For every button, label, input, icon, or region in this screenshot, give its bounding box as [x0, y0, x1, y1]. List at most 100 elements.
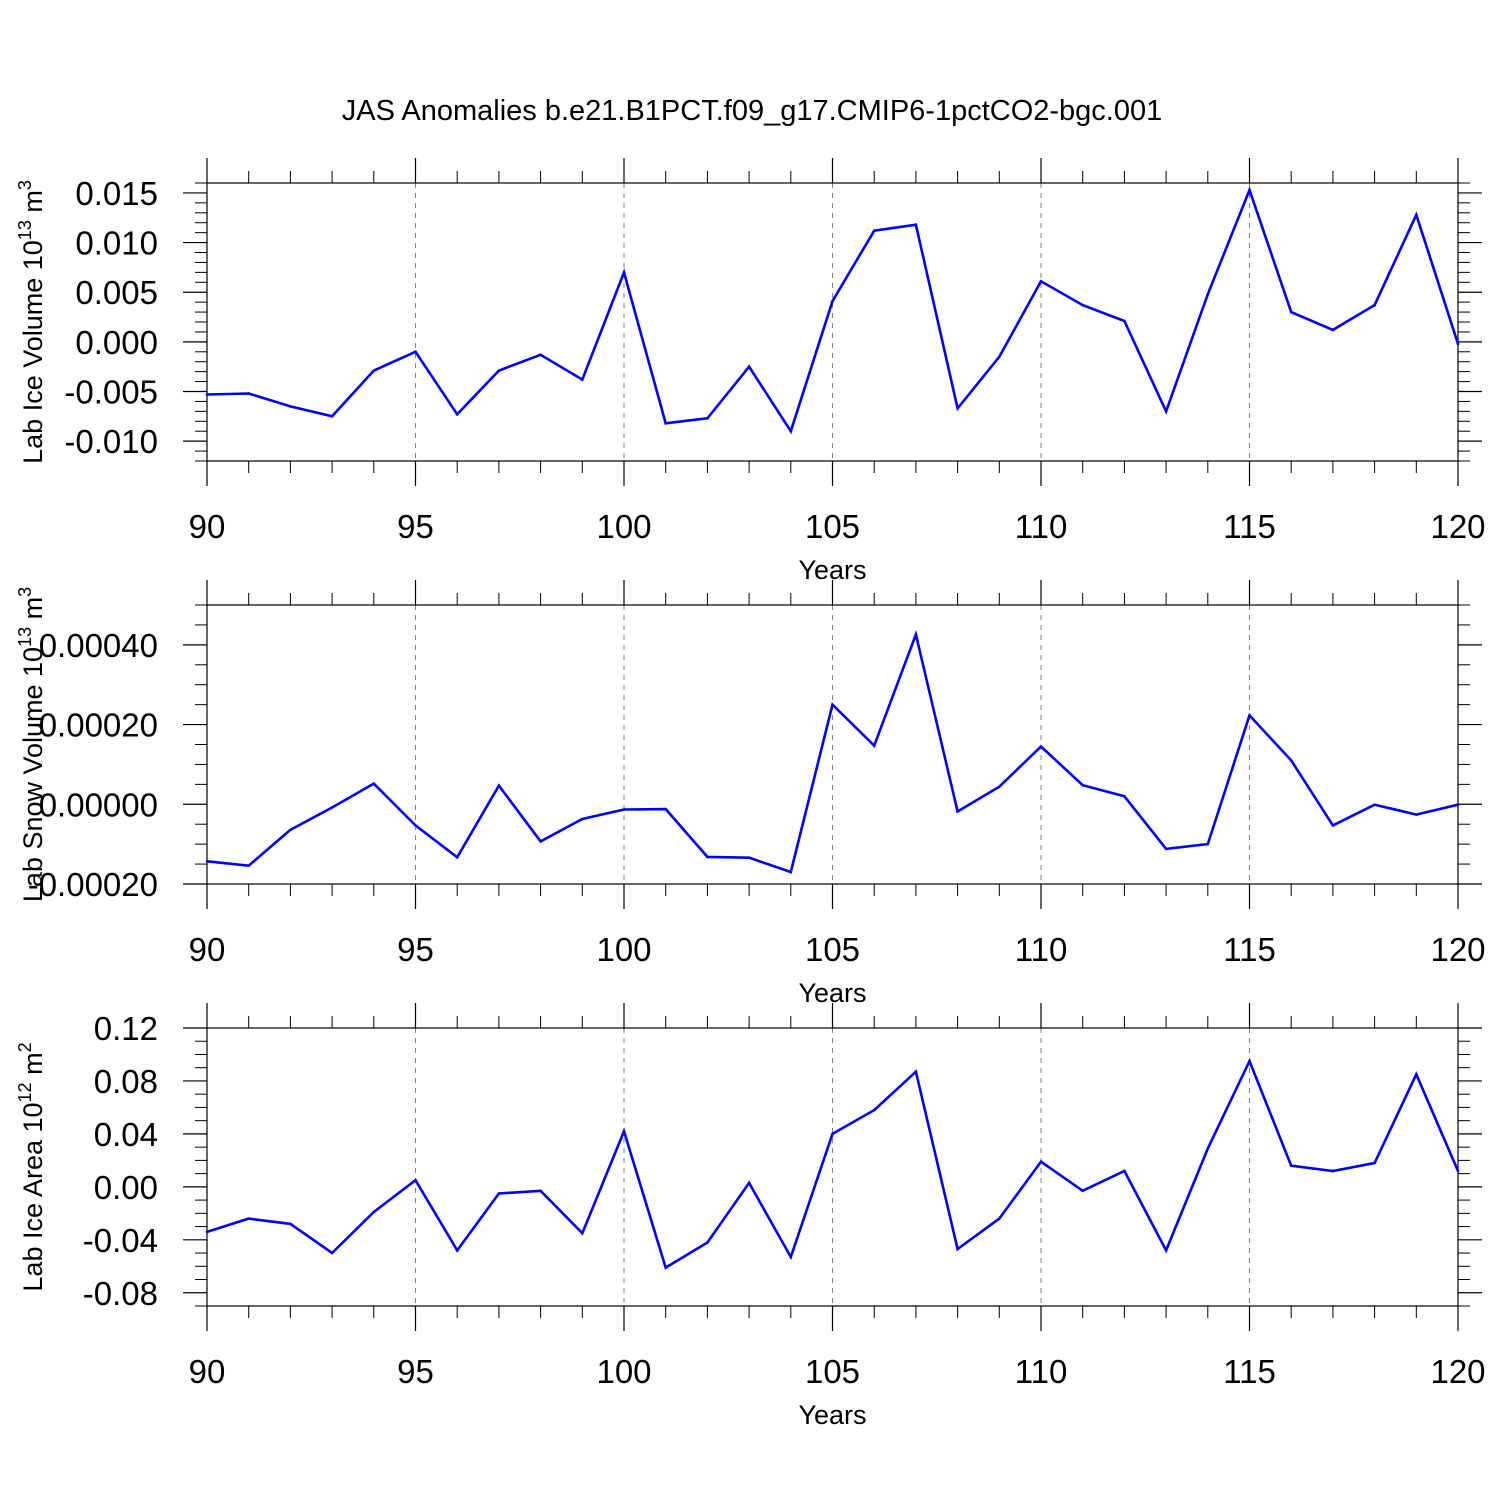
data-point: [706, 417, 709, 420]
data-point: [1373, 303, 1376, 307]
y-axis-label-superscript: 3: [15, 587, 35, 597]
data-point: [372, 782, 376, 785]
x-tick-label: 110: [1015, 508, 1068, 545]
x-tick-label: 95: [397, 508, 434, 545]
y-tick-label: 0.010: [75, 225, 158, 262]
data-point: [747, 856, 751, 859]
y-tick-label: 0.00020: [39, 707, 158, 744]
data-point: [831, 299, 834, 303]
data-point: [747, 1181, 751, 1185]
y-tick-label: 0.00000: [39, 786, 158, 823]
y-axis-label-text: Lab Ice Area 10: [18, 1102, 48, 1291]
x-tick-label: 110: [1015, 931, 1068, 968]
panels: 90 95 100 105 110 115 120 -0.010 -0.005 0.000 0.00…: [15, 158, 1486, 1430]
data-point: [1248, 714, 1251, 717]
data-point: [1415, 213, 1418, 217]
data-point: [664, 421, 667, 425]
data-point: [789, 870, 793, 874]
y-tick-label: 0.00040: [39, 627, 158, 664]
y-tick-label: -0.005: [64, 374, 158, 411]
data-point: [1331, 824, 1335, 827]
y-tick-label: 0.08: [94, 1063, 158, 1100]
data-point: [414, 824, 417, 827]
y-tick-label: 0.04: [94, 1116, 158, 1153]
x-tick-label: 90: [189, 931, 226, 968]
data-point: [1123, 319, 1126, 323]
data-point: [956, 1247, 959, 1251]
data-point: [1039, 745, 1043, 748]
data-point: [289, 405, 292, 408]
data-point: [1081, 303, 1084, 307]
y-axis-label: Lab Ice Area 1012 m2: [15, 1042, 48, 1291]
y-axis-label-text: m: [18, 597, 48, 627]
data-point: [1123, 1169, 1126, 1173]
data-point: [330, 1251, 334, 1255]
data-point: [914, 1070, 918, 1073]
data-point: [747, 365, 751, 368]
panel-1: 90 95 100 105 110 115 120 -0.010 -0.005 0.000 0.00…: [15, 158, 1486, 585]
data-point: [1206, 842, 1210, 846]
data-point: [664, 1266, 667, 1269]
data-point: [872, 229, 876, 232]
data-point: [789, 1255, 793, 1259]
y-axis-label-superscript: 13: [15, 220, 35, 240]
data-point: [372, 1210, 376, 1214]
panel-2: 90 95 100 105 110 115 120 -0.00020 0.00000 0.0002…: [15, 580, 1486, 1008]
x-tick-label: 120: [1430, 931, 1485, 968]
data-point: [664, 807, 667, 811]
data-point: [872, 1108, 876, 1112]
data-point: [414, 350, 417, 354]
x-axis-label: Years: [798, 1400, 866, 1430]
y-tick-label: -0.04: [83, 1222, 158, 1259]
data-point: [330, 415, 334, 418]
data-point: [581, 1231, 584, 1235]
x-tick-label: 110: [1015, 1353, 1068, 1390]
data-point: [1415, 1073, 1418, 1076]
data-point: [247, 392, 250, 395]
data-point: [706, 855, 709, 859]
data-point: [455, 413, 459, 416]
y-axis-label-text: m: [18, 190, 48, 220]
data-point: [581, 817, 584, 821]
data-point: [1373, 1161, 1376, 1165]
data-point: [1248, 188, 1251, 192]
data-point: [1248, 1059, 1251, 1063]
data-point: [539, 840, 542, 843]
data-point: [539, 353, 542, 357]
x-tick-label: 100: [596, 508, 651, 545]
data-point: [956, 407, 959, 410]
y-axis-label-text: m: [18, 1052, 48, 1082]
x-tick-label: 100: [596, 1353, 651, 1390]
data-point: [1039, 279, 1043, 283]
x-tick-label: 115: [1223, 931, 1276, 968]
data-point: [539, 1189, 542, 1193]
data-point: [455, 855, 459, 859]
data-point: [1206, 1147, 1210, 1150]
y-axis-label-superscript: 3: [15, 180, 35, 190]
x-tick-label: 120: [1430, 1353, 1485, 1390]
y-tick-label: 0.005: [75, 274, 158, 311]
data-point: [1081, 1189, 1084, 1193]
data-point: [205, 393, 209, 396]
x-tick-label: 95: [397, 1353, 434, 1390]
data-point: [1123, 795, 1126, 798]
y-tick-label: 0.015: [75, 175, 158, 212]
data-point: [497, 369, 501, 372]
data-point: [998, 1217, 1001, 1220]
data-point: [1289, 1164, 1293, 1167]
data-point: [455, 1249, 459, 1252]
y-axis-label: Lab Ice Volume 1013 m3: [15, 180, 48, 464]
data-point: [1081, 783, 1084, 787]
data-point: [1164, 847, 1168, 851]
data-point: [998, 785, 1001, 789]
y-tick-label: 0.12: [94, 1010, 158, 1047]
data-point: [1289, 310, 1293, 314]
x-tick-label: 115: [1223, 1353, 1276, 1390]
y-axis-label: Lab Snow Volume 1013 m3: [15, 587, 48, 902]
data-point: [205, 859, 209, 863]
chart-title: JAS Anomalies b.e21.B1PCT.f09_g17.CMIP6-…: [342, 95, 1163, 127]
data-point: [497, 784, 501, 787]
data-point: [1456, 342, 1460, 346]
data-point: [205, 1230, 209, 1234]
